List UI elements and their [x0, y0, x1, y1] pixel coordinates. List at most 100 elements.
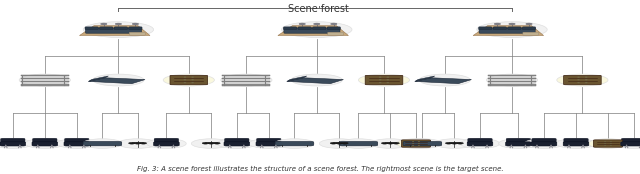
FancyBboxPatch shape — [256, 142, 282, 146]
FancyBboxPatch shape — [85, 27, 99, 30]
FancyBboxPatch shape — [621, 142, 640, 146]
Polygon shape — [278, 26, 348, 35]
FancyBboxPatch shape — [83, 141, 122, 146]
Circle shape — [140, 142, 147, 144]
Polygon shape — [79, 26, 150, 35]
FancyBboxPatch shape — [298, 27, 311, 30]
Ellipse shape — [477, 22, 547, 37]
FancyBboxPatch shape — [64, 142, 90, 146]
Ellipse shape — [83, 139, 122, 148]
Ellipse shape — [57, 139, 97, 148]
Ellipse shape — [396, 139, 436, 148]
Polygon shape — [415, 76, 435, 81]
Polygon shape — [287, 78, 344, 84]
Circle shape — [330, 142, 337, 144]
Circle shape — [299, 23, 305, 25]
Ellipse shape — [83, 22, 154, 37]
Circle shape — [393, 142, 399, 144]
Circle shape — [610, 141, 612, 142]
Text: Fig. 3: A scene forest illustrates the structure of a scene forest. The rightmos: Fig. 3: A scene forest illustrates the s… — [137, 166, 503, 172]
FancyBboxPatch shape — [506, 138, 531, 144]
FancyBboxPatch shape — [32, 142, 58, 146]
FancyBboxPatch shape — [522, 27, 536, 30]
FancyBboxPatch shape — [0, 142, 26, 146]
Circle shape — [379, 82, 381, 83]
Ellipse shape — [588, 139, 628, 148]
FancyBboxPatch shape — [401, 140, 431, 147]
FancyBboxPatch shape — [493, 27, 506, 30]
Circle shape — [412, 145, 414, 146]
FancyBboxPatch shape — [508, 27, 521, 30]
FancyBboxPatch shape — [129, 32, 145, 35]
Ellipse shape — [221, 74, 272, 86]
Text: Scene forest: Scene forest — [288, 4, 349, 14]
FancyBboxPatch shape — [223, 78, 270, 79]
Ellipse shape — [93, 74, 144, 86]
FancyBboxPatch shape — [488, 75, 536, 76]
Ellipse shape — [0, 139, 33, 148]
FancyBboxPatch shape — [563, 142, 589, 146]
Circle shape — [604, 143, 606, 144]
Circle shape — [191, 82, 194, 83]
Circle shape — [100, 23, 107, 25]
Circle shape — [418, 143, 420, 144]
Circle shape — [494, 23, 500, 25]
Ellipse shape — [118, 139, 157, 148]
FancyBboxPatch shape — [365, 75, 403, 85]
FancyBboxPatch shape — [223, 84, 270, 86]
Ellipse shape — [556, 139, 596, 148]
Ellipse shape — [163, 74, 214, 86]
Circle shape — [208, 142, 214, 144]
FancyBboxPatch shape — [257, 138, 281, 144]
Circle shape — [526, 23, 532, 25]
FancyBboxPatch shape — [114, 27, 127, 30]
Ellipse shape — [249, 139, 289, 148]
Circle shape — [577, 82, 580, 83]
Circle shape — [451, 142, 458, 144]
Ellipse shape — [499, 139, 538, 148]
FancyBboxPatch shape — [154, 138, 179, 144]
FancyBboxPatch shape — [33, 138, 57, 144]
FancyBboxPatch shape — [21, 81, 68, 82]
Ellipse shape — [282, 22, 352, 37]
FancyBboxPatch shape — [531, 142, 557, 146]
Circle shape — [412, 143, 414, 144]
FancyBboxPatch shape — [479, 28, 535, 33]
FancyBboxPatch shape — [100, 27, 113, 30]
FancyBboxPatch shape — [488, 84, 536, 86]
Ellipse shape — [291, 74, 342, 86]
Circle shape — [132, 23, 139, 25]
Polygon shape — [287, 76, 307, 81]
Circle shape — [604, 145, 606, 146]
Circle shape — [509, 23, 515, 25]
Circle shape — [604, 141, 606, 142]
FancyBboxPatch shape — [479, 27, 492, 30]
Circle shape — [129, 142, 135, 144]
Circle shape — [134, 142, 141, 144]
Circle shape — [418, 141, 420, 142]
Ellipse shape — [147, 139, 186, 148]
Polygon shape — [88, 76, 108, 81]
Circle shape — [342, 142, 348, 144]
FancyBboxPatch shape — [21, 84, 68, 86]
FancyBboxPatch shape — [467, 142, 493, 146]
FancyBboxPatch shape — [86, 28, 141, 33]
FancyBboxPatch shape — [593, 140, 623, 147]
Ellipse shape — [319, 139, 359, 148]
Circle shape — [381, 142, 388, 144]
Polygon shape — [473, 26, 543, 35]
FancyBboxPatch shape — [564, 75, 601, 85]
FancyBboxPatch shape — [564, 138, 588, 144]
FancyBboxPatch shape — [284, 27, 297, 30]
Ellipse shape — [25, 139, 65, 148]
FancyBboxPatch shape — [339, 141, 378, 146]
Circle shape — [202, 142, 209, 144]
Circle shape — [610, 145, 612, 146]
Ellipse shape — [371, 139, 410, 148]
Circle shape — [412, 141, 414, 142]
Ellipse shape — [191, 139, 231, 148]
Circle shape — [418, 145, 420, 146]
Circle shape — [336, 142, 342, 144]
Circle shape — [610, 143, 612, 144]
Ellipse shape — [435, 139, 474, 148]
